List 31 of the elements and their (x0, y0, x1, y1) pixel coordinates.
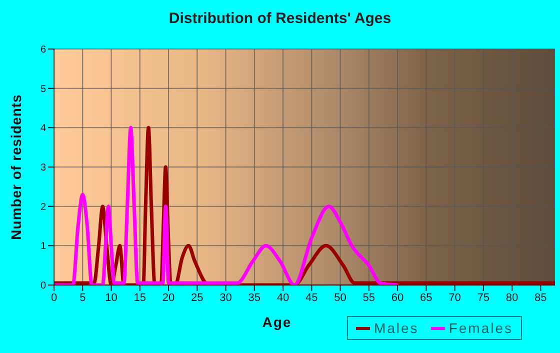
y-tick-label: 6 (40, 44, 46, 56)
x-tick-label: 85 (534, 292, 547, 304)
y-tick-label: 1 (40, 241, 46, 252)
x-tick-label: 15 (134, 292, 146, 304)
y-tick-label: 5 (40, 84, 46, 95)
y-tick-label: 4 (40, 123, 46, 134)
chart-title: Distribution of Residents' Ages (168, 10, 392, 27)
x-tick-label: 30 (220, 292, 232, 304)
x-tick-label: 25 (191, 292, 204, 304)
x-tick-label: 0 (50, 292, 58, 304)
x-tick-label: 65 (420, 292, 432, 304)
x-tick-label: 60 (391, 292, 404, 304)
x-tick-label: 5 (80, 292, 86, 304)
legend-label: Females (448, 320, 513, 336)
x-tick-label: 80 (506, 292, 518, 304)
x-tick-label: 35 (248, 292, 261, 304)
x-tick-label: 55 (362, 292, 376, 304)
x-tick-label: 45 (306, 292, 318, 304)
x-tick-label: 50 (334, 292, 346, 304)
x-tick-label: 10 (105, 292, 118, 304)
y-tick-label: 0 (40, 280, 46, 292)
x-tick-label: 20 (162, 292, 175, 304)
x-axis-title: Age (262, 314, 292, 330)
x-tick-label: 75 (477, 292, 490, 304)
y-tick-label: 3 (40, 162, 46, 174)
legend-label: Males (372, 320, 419, 336)
y-axis-title: Number of residents (8, 94, 24, 240)
x-tick-label: 70 (448, 292, 461, 304)
x-tick-label: 40 (276, 292, 290, 304)
line-series (54, 126, 400, 285)
y-tick-label: 2 (40, 202, 46, 213)
